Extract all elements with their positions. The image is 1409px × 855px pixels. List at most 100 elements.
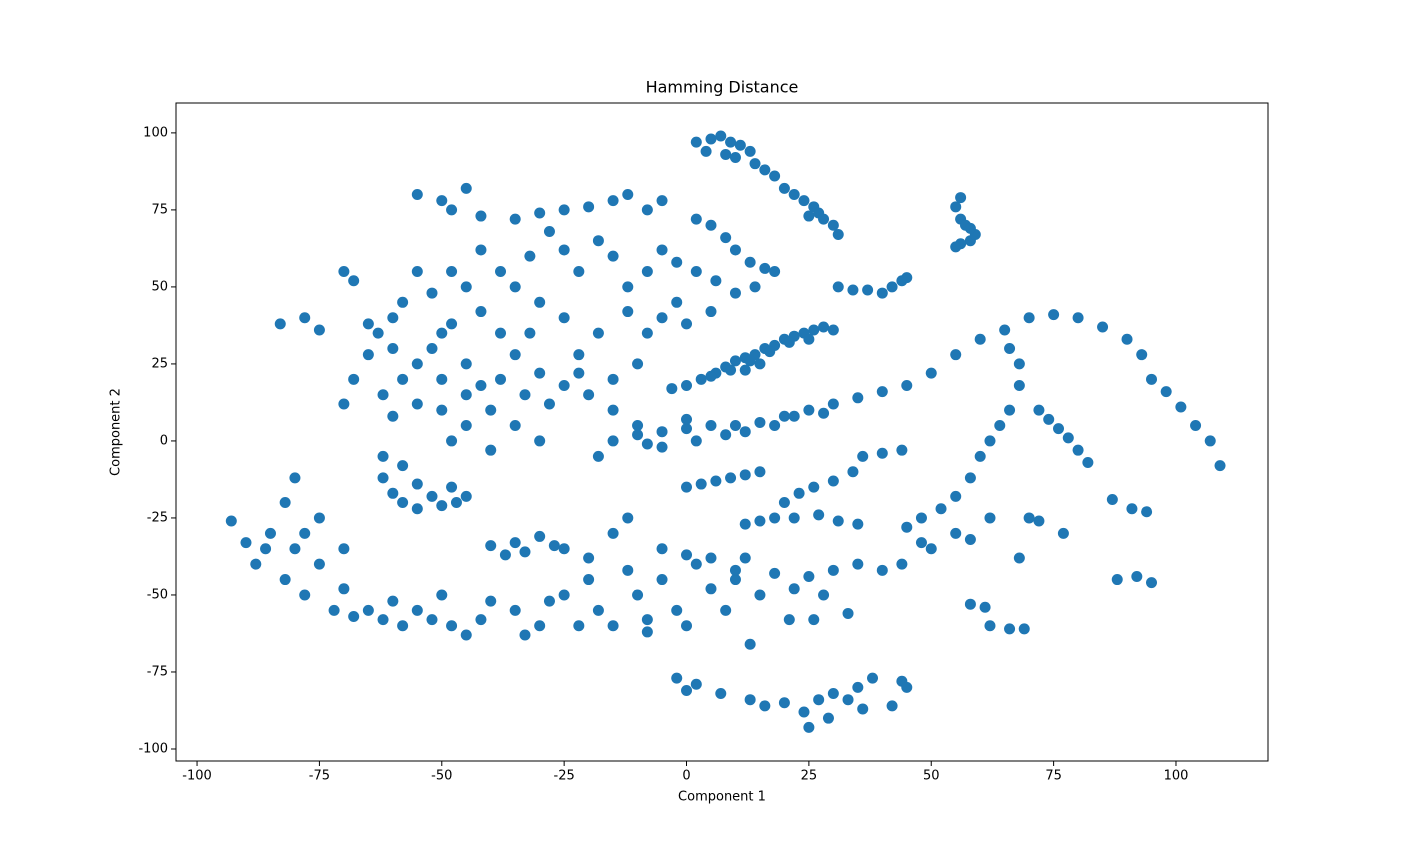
scatter-point	[558, 204, 570, 216]
scatter-point	[1013, 552, 1025, 564]
scatter-point	[1126, 503, 1138, 515]
scatter-point	[725, 472, 737, 484]
scatter-point	[964, 472, 976, 484]
scatter-point	[901, 681, 913, 693]
scatter-point	[289, 472, 301, 484]
scatter-point	[460, 629, 472, 641]
scatter-point	[720, 148, 732, 160]
scatter-point	[656, 441, 668, 453]
scatter-point	[901, 379, 913, 391]
scatter-point	[818, 589, 830, 601]
scatter-point	[543, 398, 555, 410]
scatter-point	[573, 349, 585, 361]
scatter-point	[950, 490, 962, 502]
scatter-point	[827, 475, 839, 487]
scatter-point	[1048, 309, 1060, 321]
scatter-point	[362, 349, 374, 361]
scatter-point	[984, 620, 996, 632]
scatter-point	[818, 321, 830, 333]
y-axis-label: Component 2	[109, 388, 124, 476]
y-tick-label: -50	[147, 587, 168, 602]
scatter-point	[632, 420, 644, 432]
scatter-point	[225, 515, 237, 527]
scatter-point	[950, 349, 962, 361]
scatter-point	[847, 284, 859, 296]
scatter-point	[749, 158, 761, 170]
scatter-point	[739, 469, 751, 481]
scatter-point	[240, 537, 252, 549]
scatter-point	[411, 358, 423, 370]
scatter-point	[387, 343, 399, 355]
y-tick-label: -100	[138, 741, 168, 756]
scatter-point	[299, 312, 311, 324]
scatter-point	[827, 219, 839, 231]
scatter-point	[813, 509, 825, 521]
scatter-point	[744, 355, 756, 367]
scatter-point	[436, 327, 448, 339]
scatter-point	[411, 478, 423, 490]
scatter-point	[313, 558, 325, 570]
scatter-point	[607, 195, 619, 207]
scatter-point	[475, 244, 487, 256]
scatter-point	[778, 182, 790, 194]
scatter-point	[558, 379, 570, 391]
scatter-point	[720, 604, 732, 616]
x-tick-label: -50	[431, 769, 452, 784]
scatter-point	[509, 420, 521, 432]
scatter-point	[788, 583, 800, 595]
scatter-point	[793, 487, 805, 499]
scatter-point	[313, 324, 325, 336]
scatter-point	[832, 281, 844, 293]
scatter-point	[1062, 432, 1074, 444]
scatter-point	[495, 327, 507, 339]
scatter-point	[901, 521, 913, 533]
scatter-point	[1146, 373, 1158, 385]
scatter-point	[1053, 423, 1065, 435]
scatter-point	[681, 684, 693, 696]
scatter-point	[734, 139, 746, 151]
scatter-point	[592, 235, 604, 247]
scatter-point	[754, 358, 766, 370]
scatter-point	[1004, 343, 1016, 355]
scatter-point	[681, 413, 693, 425]
scatter-point	[700, 145, 712, 157]
scatter-point	[460, 358, 472, 370]
scatter-point	[509, 349, 521, 361]
scatter-point	[622, 188, 634, 200]
scatter-point	[592, 450, 604, 462]
scatter-point	[1072, 312, 1084, 324]
scatter-point	[548, 540, 560, 552]
scatter-point	[632, 589, 644, 601]
scatter-point	[803, 210, 815, 222]
scatter-point	[558, 543, 570, 555]
scatter-point	[495, 266, 507, 278]
scatter-point	[1111, 574, 1123, 586]
scatter-point	[852, 681, 864, 693]
scatter-point	[558, 589, 570, 601]
scatter-point	[749, 281, 761, 293]
scatter-point	[710, 475, 722, 487]
scatter-point	[509, 537, 521, 549]
scatter-point	[1106, 493, 1118, 505]
scatter-point	[632, 358, 644, 370]
scatter-point	[1043, 413, 1055, 425]
scatter-point	[725, 364, 737, 376]
scatter-point	[769, 420, 781, 432]
scatter-point	[705, 133, 717, 145]
scatter-point	[681, 379, 693, 391]
scatter-point	[803, 333, 815, 345]
plot-frame	[175, 102, 1269, 762]
scatter-point	[690, 266, 702, 278]
scatter-point	[857, 450, 869, 462]
scatter-point	[632, 429, 644, 441]
scatter-point	[788, 188, 800, 200]
scatter-point	[338, 543, 350, 555]
scatter-point	[1097, 321, 1109, 333]
scatter-point	[1082, 456, 1094, 468]
scatter-point	[607, 620, 619, 632]
scatter-point	[534, 296, 546, 308]
scatter-point	[729, 355, 741, 367]
scatter-point	[769, 266, 781, 278]
scatter-point	[808, 324, 820, 336]
scatter-point	[348, 373, 360, 385]
